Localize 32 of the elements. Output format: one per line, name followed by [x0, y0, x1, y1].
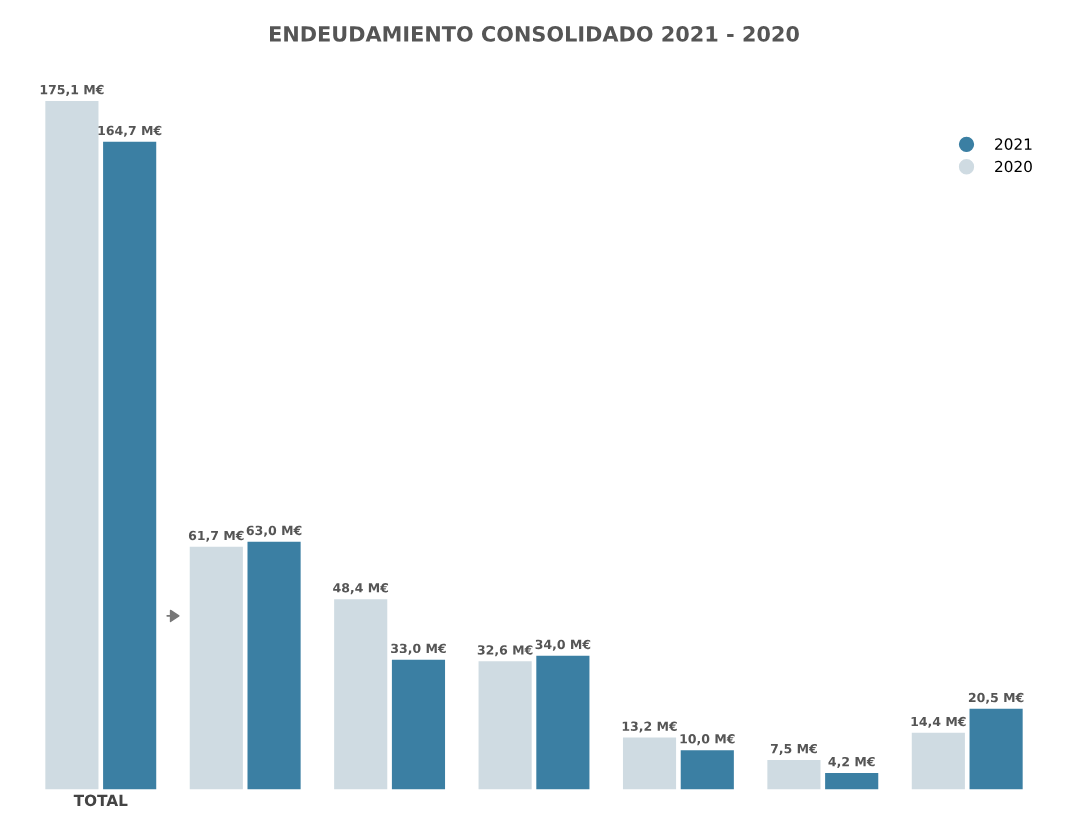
data-label: 48,4 M€: [333, 583, 389, 595]
data-label: 63,0 M€: [246, 525, 302, 537]
bar: [911, 732, 965, 790]
data-label: 32,6 M€: [477, 645, 533, 657]
legend-label: 2021: [995, 138, 1032, 150]
bar: [391, 659, 446, 790]
data-label: 14,4 M€: [911, 716, 966, 728]
bar: [767, 759, 821, 790]
data-label: 7,5 M€: [770, 743, 817, 755]
data-label: 164,7 M€: [98, 125, 162, 137]
bar: [478, 661, 532, 790]
data-label: 61,7 M€: [188, 530, 244, 542]
data-label: 175,1 M€: [40, 84, 104, 96]
x-tick-label: TOTAL: [73, 794, 128, 807]
bar: [825, 772, 879, 790]
data-label: 13,2 M€: [622, 721, 677, 733]
bar: [536, 655, 590, 790]
bar: [969, 708, 1023, 790]
bar: [622, 737, 677, 790]
data-label: 4,2 M€: [828, 756, 875, 768]
bar: [247, 541, 301, 790]
data-label: 10,0 M€: [680, 734, 735, 746]
data-label: 20,5 M€: [968, 692, 1024, 704]
bar: [45, 100, 99, 790]
bar: [334, 599, 388, 790]
bar: [189, 546, 243, 790]
chart-title: ENDEUDAMIENTO CONSOLIDADO 2021 - 2020: [270, 26, 799, 42]
data-label: 34,0 M€: [535, 639, 591, 651]
bar: [680, 750, 734, 790]
bar: [103, 141, 157, 790]
legend-label: 2020: [995, 160, 1032, 173]
data-label: 33,0 M€: [391, 643, 446, 655]
